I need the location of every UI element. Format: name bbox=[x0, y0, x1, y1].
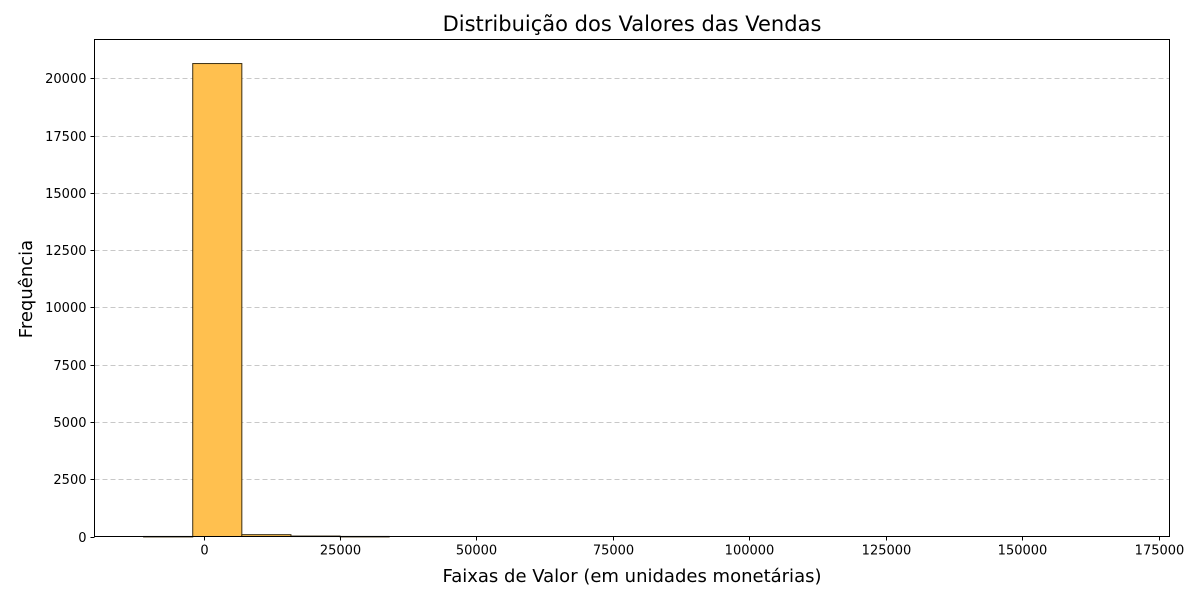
y-tick-label: 12500 bbox=[45, 244, 86, 259]
x-tick-label: 0 bbox=[200, 544, 208, 559]
x-tick-label: 150000 bbox=[998, 544, 1048, 559]
y-gridlines bbox=[94, 78, 1170, 480]
chart-title: Distribuição dos Valores das Vendas bbox=[443, 12, 822, 36]
y-axis-label: Frequência bbox=[16, 240, 37, 338]
y-tick-label: 20000 bbox=[45, 72, 86, 87]
x-tick-label: 175000 bbox=[1135, 544, 1185, 559]
x-tick-label: 25000 bbox=[320, 544, 361, 559]
histogram-bars bbox=[143, 63, 390, 538]
y-tick-label: 5000 bbox=[53, 416, 86, 431]
x-tick-label: 50000 bbox=[456, 544, 497, 559]
x-axis-label: Faixas de Valor (em unidades monetárias) bbox=[443, 566, 822, 587]
y-tick-label: 7500 bbox=[53, 359, 86, 374]
y-tick-label: 0 bbox=[78, 531, 86, 546]
x-tick-label: 125000 bbox=[862, 544, 912, 559]
y-axis-ticks: 0 2500 5000 7500 10000 12500 15000 17500 20000 bbox=[45, 72, 95, 546]
x-tick-label: 75000 bbox=[593, 544, 634, 559]
y-tick-label: 10000 bbox=[45, 301, 86, 316]
y-tick-label: 15000 bbox=[45, 187, 86, 202]
y-tick-label: 2500 bbox=[53, 473, 86, 488]
x-tick-label: 100000 bbox=[725, 544, 775, 559]
histogram-bar bbox=[192, 63, 243, 537]
plot-frame bbox=[94, 39, 1170, 537]
x-axis-ticks: 0 25000 50000 75000 100000 125000 150000 175000 bbox=[200, 536, 1185, 559]
y-tick-label: 17500 bbox=[45, 130, 86, 145]
